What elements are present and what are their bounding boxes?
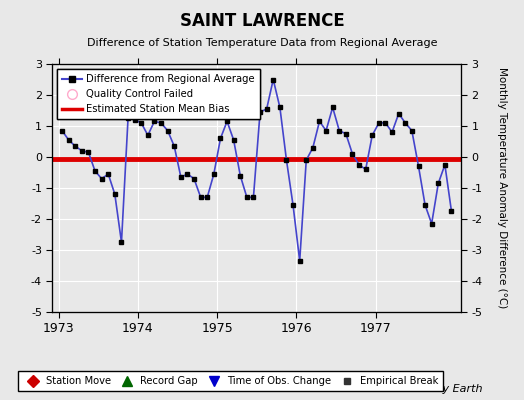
Legend: Difference from Regional Average, Quality Control Failed, Estimated Station Mean: Difference from Regional Average, Qualit… xyxy=(58,69,260,119)
Text: Difference of Station Temperature Data from Regional Average: Difference of Station Temperature Data f… xyxy=(87,38,437,48)
Legend: Station Move, Record Gap, Time of Obs. Change, Empirical Break: Station Move, Record Gap, Time of Obs. C… xyxy=(18,371,443,391)
Text: SAINT LAWRENCE: SAINT LAWRENCE xyxy=(180,12,344,30)
Text: Berkeley Earth: Berkeley Earth xyxy=(400,384,482,394)
Y-axis label: Monthly Temperature Anomaly Difference (°C): Monthly Temperature Anomaly Difference (… xyxy=(497,67,507,309)
